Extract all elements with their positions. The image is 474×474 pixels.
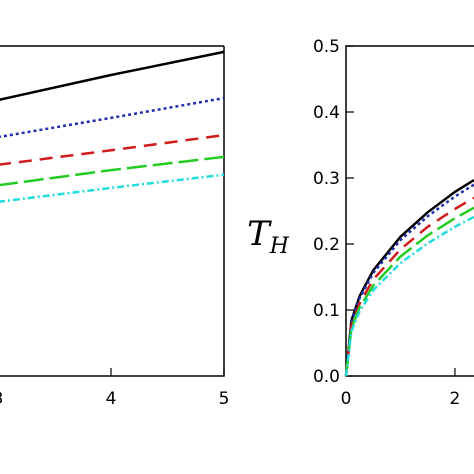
series-line (344, 178, 474, 377)
series-line (0, 173, 225, 203)
y-tick-label: 0.1 (313, 301, 340, 321)
x-tick-label: 2 (450, 389, 461, 409)
y-tick-label: 0.4 (313, 103, 340, 123)
y-tick-label: 0.0 (313, 367, 340, 387)
series-line (0, 96, 225, 139)
x-tick-label: 0 (341, 389, 352, 409)
series-line (0, 155, 225, 187)
series-line (0, 133, 225, 166)
y-label-main: T (247, 214, 272, 254)
series-line (344, 215, 474, 377)
x-tick-label: 5 (219, 389, 230, 409)
series-line (0, 50, 225, 101)
y-label-sub: H (269, 234, 290, 259)
y-axis-label: TH (247, 214, 290, 259)
series-line (344, 183, 474, 377)
x-tick-label: 3 (0, 389, 3, 409)
x-tick-label: 4 (106, 389, 117, 409)
plot-frame (0, 45, 225, 377)
plot-frame (345, 45, 474, 377)
y-tick-label: 0.2 (313, 235, 340, 255)
y-tick-label: 0.3 (313, 169, 340, 189)
y-tick-label: 0.5 (313, 37, 340, 57)
series-line (344, 206, 474, 377)
